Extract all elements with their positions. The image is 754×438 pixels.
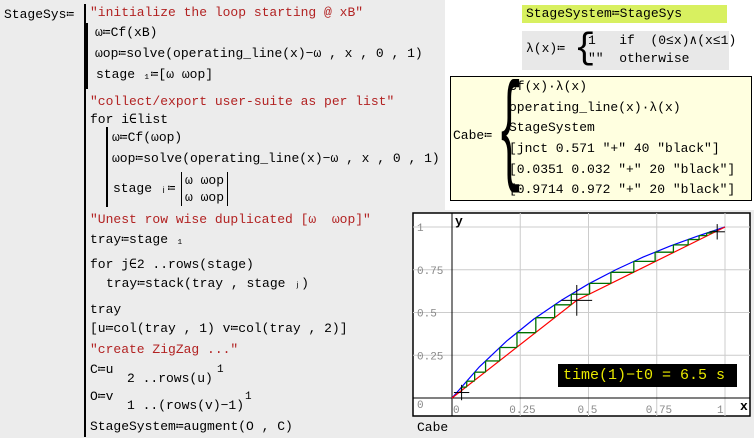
code-line[interactable]: for i∈list (90, 112, 169, 127)
code-line[interactable]: O≔v (90, 389, 114, 404)
cabe-row: operating_line(x)·λ(x) (509, 100, 681, 115)
program-region (0, 0, 445, 438)
x-tick-label: 0.5 (578, 405, 598, 417)
y-tick-label: 0.25 (417, 351, 443, 363)
equilibrium-curve (451, 226, 726, 399)
superscript: 1 (245, 391, 252, 403)
code-line[interactable]: tray≔stage ₁ (90, 232, 184, 247)
y-tick-label: 0.5 (417, 309, 437, 321)
lambda-case-2: "" otherwise (588, 51, 690, 66)
brace: { (497, 65, 523, 204)
stagesys-label: StageSys (4, 7, 67, 22)
code-line[interactable]: [u≔col(tray , 1) v≔col(tray , 2)] (90, 321, 348, 336)
subscript-range: 1 ..(rows(v)−1) (127, 398, 245, 413)
code-line[interactable]: tray≔stack(tray , stage ⱼ) (106, 276, 309, 291)
code-line[interactable]: ωop≔solve(operating_line(x)−ω , x , 0 , … (95, 46, 423, 61)
x-axis-label: x (740, 399, 748, 414)
y-tick-label: 1 (417, 223, 424, 235)
subscript-range: 2 ..rows(u) (127, 371, 213, 386)
lambda-head: λ(x)≔ (526, 41, 566, 56)
brace: { (574, 28, 596, 69)
cabe-head: Cabe≔ (453, 128, 493, 143)
plot-caption: Cabe (417, 420, 449, 435)
matrix-row: ω ωop (185, 190, 225, 205)
cabe-row: StageSystem (509, 120, 595, 135)
timer-readout: time(1)−t0 = 6.5 s (558, 364, 737, 387)
program-bar (84, 4, 86, 437)
code-line[interactable]: ω≔Cf(ωop) (112, 130, 183, 145)
code-line[interactable]: stage ₁≔[ω ωop] (96, 67, 214, 82)
highlighted-assignment[interactable]: StageSystem≔StageSys (522, 5, 727, 23)
cabe-definition[interactable]: Cabe≔ { Cf(x)·λ(x) operating_line(x)·λ(x… (450, 71, 752, 201)
comment-line[interactable]: "create ZigZag ..." (90, 342, 239, 357)
code-line[interactable]: StageSystem≔augment(O , C) (90, 419, 293, 434)
code-line[interactable]: for j∈2 ..rows(stage) (90, 257, 254, 272)
code-line[interactable]: stage ᵢ≔ (113, 181, 176, 196)
cabe-row: [0.0351 0.032 "+" 20 "black"] (509, 162, 736, 177)
code-line[interactable]: tray (90, 302, 122, 317)
cabe-row: [jnct 0.571 "+" 40 "black"] (509, 141, 720, 156)
code-line[interactable]: ωop≔solve(operating_line(x)−ω , x , 0 , … (112, 151, 440, 166)
code-line[interactable]: C≔u (90, 362, 114, 377)
comment-line[interactable]: "collect/export user-suite as per list" (90, 94, 395, 109)
x-tick-label: 0 (453, 405, 460, 417)
code-line[interactable]: ω≔Cf(xB) (95, 25, 158, 40)
x-tick-label: 0.25 (509, 405, 535, 417)
lambda-definition[interactable]: λ(x)≔ { 1 if (0≤x)∧(x≤1) "" otherwise (522, 28, 736, 70)
lambda-case-1: 1 if (0≤x)∧(x≤1) (588, 33, 737, 48)
init-block-bar (86, 23, 88, 89)
for-block-bar (106, 127, 108, 207)
matrix-row: ω ωop (185, 173, 225, 188)
superscript: 1 (217, 364, 224, 376)
cabe-row: Cf(x)·λ(x) (509, 79, 588, 94)
y-tick-label: 0.75 (417, 266, 443, 278)
program-name[interactable]: StageSys≔ (4, 7, 74, 22)
y-axis-label: y (455, 214, 463, 229)
assign-operator: ≔ (66, 7, 75, 22)
x-tick-label: 0.75 (646, 405, 672, 417)
assignment-text: StageSystem≔StageSys (526, 6, 683, 21)
cabe-row: [0.9714 0.972 "+" 20 "black"] (509, 182, 736, 197)
stage-matrix[interactable]: ω ωop ω ωop (181, 172, 229, 206)
comment-line[interactable]: "Unest row wise duplicated [ω ωop]" (90, 212, 371, 227)
y-tick-label: 0 (417, 400, 424, 412)
x-tick-label: 1 (717, 405, 724, 417)
comment-line[interactable]: "initialize the loop starting @ xB" (90, 5, 364, 20)
